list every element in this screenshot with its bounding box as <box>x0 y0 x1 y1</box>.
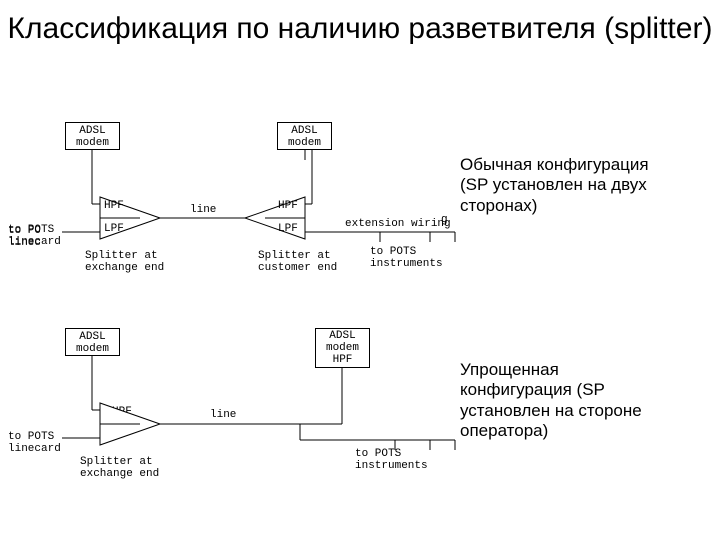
lpf-label-b2: LPF <box>278 223 298 235</box>
to-pots-linecard-label-2: to POTS linecard <box>8 431 61 455</box>
adsl-modem-label-4: ADSL modem HPF <box>315 330 370 366</box>
line-label-1b: line <box>190 204 216 216</box>
extension-wiring-label-b: extension wiring <box>345 218 451 230</box>
caption-simplified-config: Упрощенная конфигурация (SP установлен н… <box>460 360 670 442</box>
caption-standard-config: Обычная конфигурация (SP установлен на д… <box>460 155 670 216</box>
splitter-exchange-label-2: Splitter at exchange end <box>80 456 159 480</box>
lpf-label-c: LPF <box>112 428 132 440</box>
page-title: Классификация по наличию разветвителя (s… <box>0 12 720 47</box>
splitter-customer-label-b: Splitter at customer end <box>258 250 337 274</box>
line-label-2: line <box>210 409 236 421</box>
hpf-label-a2: HPF <box>104 200 124 212</box>
adsl-modem-label-2: ADSL modem <box>277 125 332 149</box>
hpf-label-c: HPF <box>112 406 132 418</box>
adsl-modem-label-3: ADSL modem <box>65 331 120 355</box>
to-pots-linecard-label-1b: to POTS linecard <box>8 224 61 248</box>
splitter-exchange-label-1b: Splitter at exchange end <box>85 250 164 274</box>
adsl-modem-label-1: ADSL modem <box>65 125 120 149</box>
lpf-label-a2: LPF <box>104 223 124 235</box>
to-pots-instruments-label-2: to POTS instruments <box>355 448 428 472</box>
hpf-label-b2: HPF <box>278 200 298 212</box>
to-pots-instruments-label-1b: to POTS instruments <box>370 246 443 270</box>
